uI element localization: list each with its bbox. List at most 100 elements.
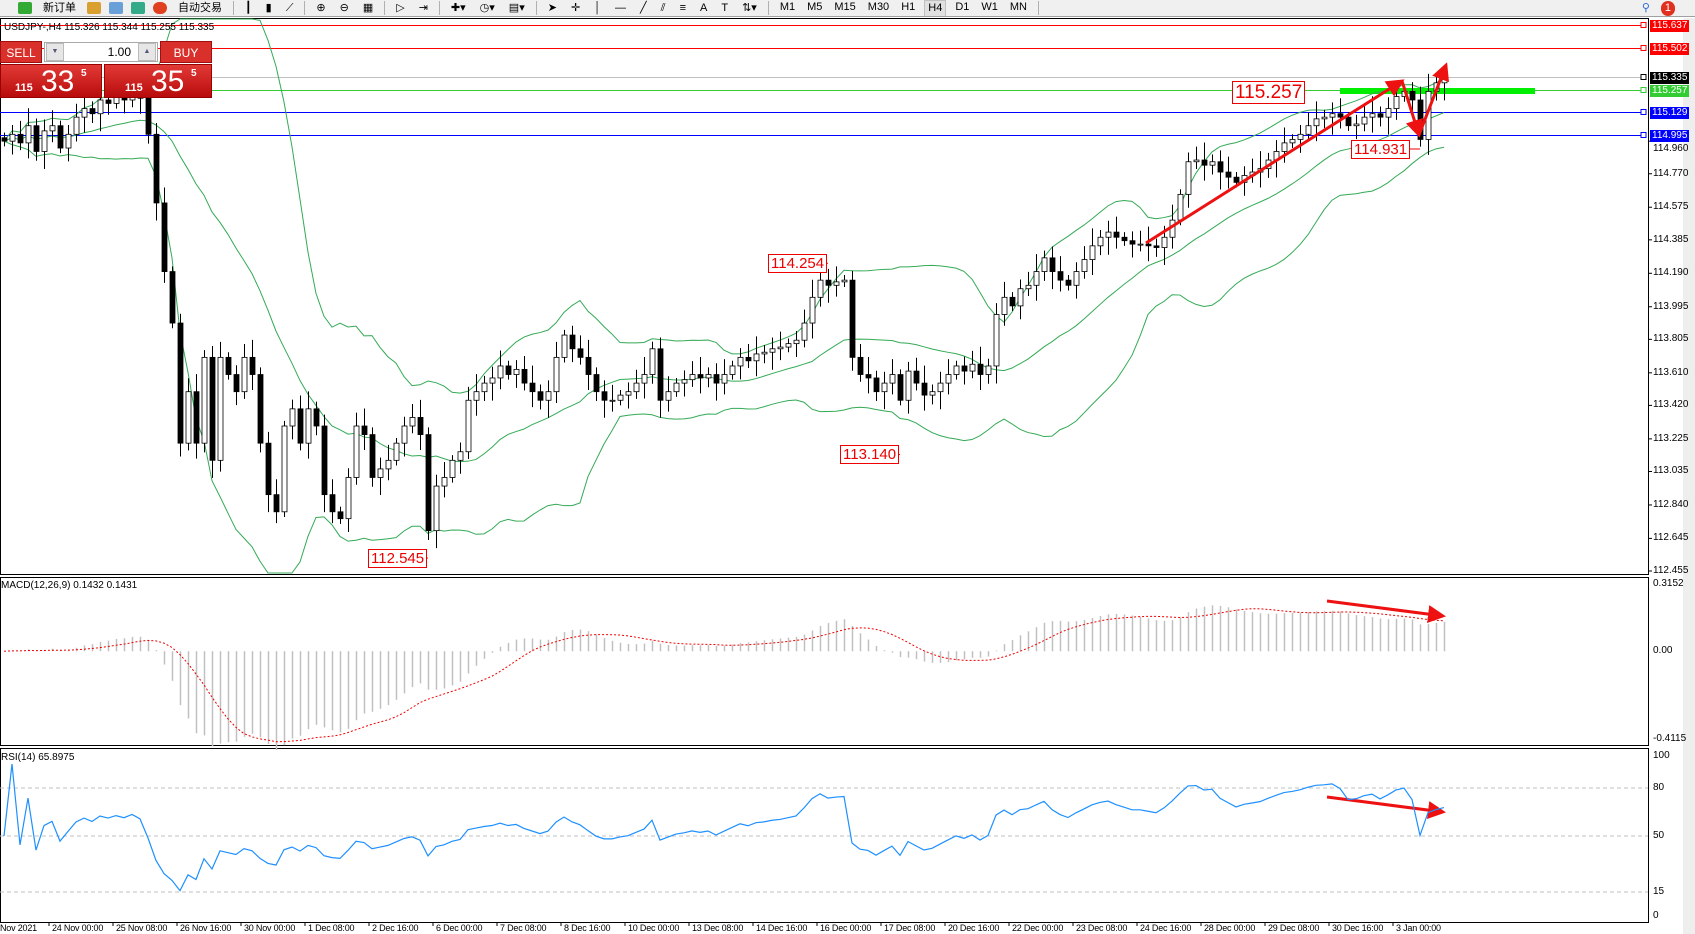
- timeframe-m1[interactable]: M1: [779, 0, 796, 13]
- timeframe-h1[interactable]: H1: [901, 0, 916, 13]
- notification-badge[interactable]: 1: [1660, 0, 1675, 16]
- cursor-icon[interactable]: ➤: [547, 1, 557, 14]
- text-icon[interactable]: A: [699, 1, 708, 14]
- bid-price[interactable]: 115 33 5: [0, 64, 102, 98]
- candle-body: [17, 133, 24, 144]
- line-chart-icon[interactable]: ⟋: [285, 1, 294, 14]
- tile-windows-icon[interactable]: ▦: [362, 1, 374, 14]
- candle-body: [145, 97, 152, 135]
- candle: [145, 91, 152, 144]
- candle-body: [1201, 159, 1208, 166]
- candle: [1297, 125, 1304, 153]
- metaeditor-icon[interactable]: [87, 2, 101, 14]
- price-tick-label: 113.610: [1653, 366, 1689, 378]
- candle-body: [297, 408, 304, 444]
- candle: [769, 337, 776, 370]
- candle: [801, 309, 808, 348]
- search-icon[interactable]: ⚲: [1641, 1, 1650, 14]
- autoscroll-icon[interactable]: ▷: [396, 1, 405, 14]
- horizontal-line-icon[interactable]: —: [615, 1, 627, 14]
- ask-prefix: 115: [125, 82, 143, 94]
- candle: [569, 325, 576, 363]
- pullback-arrow: [1400, 80, 1424, 138]
- buy-button[interactable]: BUY: [160, 41, 212, 63]
- timeframe-w1[interactable]: W1: [981, 0, 998, 13]
- templates-icon[interactable]: ▤▾: [508, 1, 525, 14]
- candle-body: [393, 442, 400, 461]
- lot-decrease-button[interactable]: ▼: [46, 43, 64, 61]
- candle-body: [1217, 161, 1224, 173]
- arrows-icon[interactable]: ⇅▾: [742, 1, 757, 14]
- timeframe-d1[interactable]: D1: [955, 0, 970, 13]
- auto-trading-button[interactable]: 自动交易: [178, 1, 222, 14]
- candle-body: [1177, 193, 1184, 221]
- fibonacci-icon[interactable]: ≡: [679, 1, 686, 14]
- candle: [665, 376, 672, 412]
- candle-chart-icon[interactable]: ▮: [265, 1, 272, 14]
- crosshair-icon[interactable]: ✛: [570, 1, 581, 14]
- candle: [161, 187, 168, 283]
- timeframe-m5[interactable]: M5: [807, 0, 823, 13]
- candle-body: [641, 374, 648, 384]
- candle: [737, 348, 744, 380]
- candle-body: [465, 399, 472, 453]
- candle: [33, 118, 40, 161]
- candle: [705, 367, 712, 388]
- candle-body: [489, 377, 496, 384]
- candle: [345, 468, 352, 533]
- candle-body: [241, 356, 248, 393]
- timeframe-mn[interactable]: MN: [1009, 0, 1027, 13]
- date-label: 25 Nov 08:00: [116, 923, 168, 933]
- candle-body: [729, 365, 736, 375]
- candle-body: [185, 391, 192, 444]
- candle: [1153, 238, 1160, 257]
- candle: [1249, 158, 1256, 183]
- candle-body: [929, 391, 936, 396]
- candle: [25, 108, 32, 159]
- signal-icon[interactable]: [131, 2, 145, 14]
- periods-icon[interactable]: ◷▾: [479, 1, 495, 14]
- indicators-icon[interactable]: ✚▾: [450, 1, 466, 14]
- chart-shift-icon[interactable]: ⇥: [418, 1, 428, 14]
- candle-body: [513, 368, 520, 375]
- candle-body: [577, 348, 584, 358]
- candle: [1217, 150, 1224, 190]
- candle-body: [953, 365, 960, 375]
- candle-body: [57, 125, 64, 149]
- candle-body: [689, 374, 696, 381]
- date-label: 30 Dec 16:00: [1332, 923, 1384, 933]
- candle: [1073, 262, 1080, 299]
- candle-body: [601, 391, 608, 401]
- lot-size-input[interactable]: 1.00: [44, 42, 158, 62]
- candle: [377, 457, 384, 495]
- lot-increase-button[interactable]: ▲: [138, 43, 156, 61]
- candle-body: [273, 494, 280, 513]
- candle: [209, 346, 216, 478]
- zoom-in-icon[interactable]: ⊕: [316, 1, 326, 14]
- zoom-out-icon[interactable]: ⊖: [339, 1, 349, 14]
- text-label-icon[interactable]: T: [721, 1, 729, 14]
- vertical-line-icon[interactable]: │: [594, 1, 602, 14]
- ask-price[interactable]: 115 35 5: [104, 64, 212, 98]
- timeframe-m30[interactable]: M30: [867, 0, 890, 13]
- timeframe-m15[interactable]: M15: [834, 0, 856, 13]
- candle-body: [737, 356, 744, 367]
- sell-button[interactable]: SELL: [0, 41, 42, 63]
- channel-icon[interactable]: ⫽: [660, 1, 666, 14]
- navigator-icon[interactable]: [109, 2, 123, 14]
- new-order-button[interactable]: 新订单: [43, 1, 76, 14]
- trendline-icon[interactable]: ╱: [640, 1, 647, 14]
- candle: [545, 380, 552, 418]
- macd-divergence-arrow: [1326, 599, 1446, 624]
- candle: [289, 399, 296, 440]
- candle-body: [961, 365, 968, 372]
- vertical-scrollbar[interactable]: [1683, 18, 1695, 934]
- timeframe-h4[interactable]: H4: [924, 0, 947, 16]
- bar-chart-icon[interactable]: ┃: [245, 1, 252, 14]
- auto-trading-icon: [153, 2, 167, 14]
- candle-body: [889, 374, 896, 384]
- bollinger-lower: [3, 140, 1445, 574]
- candle: [1121, 232, 1128, 246]
- date-label: 28 Dec 00:00: [1204, 923, 1256, 933]
